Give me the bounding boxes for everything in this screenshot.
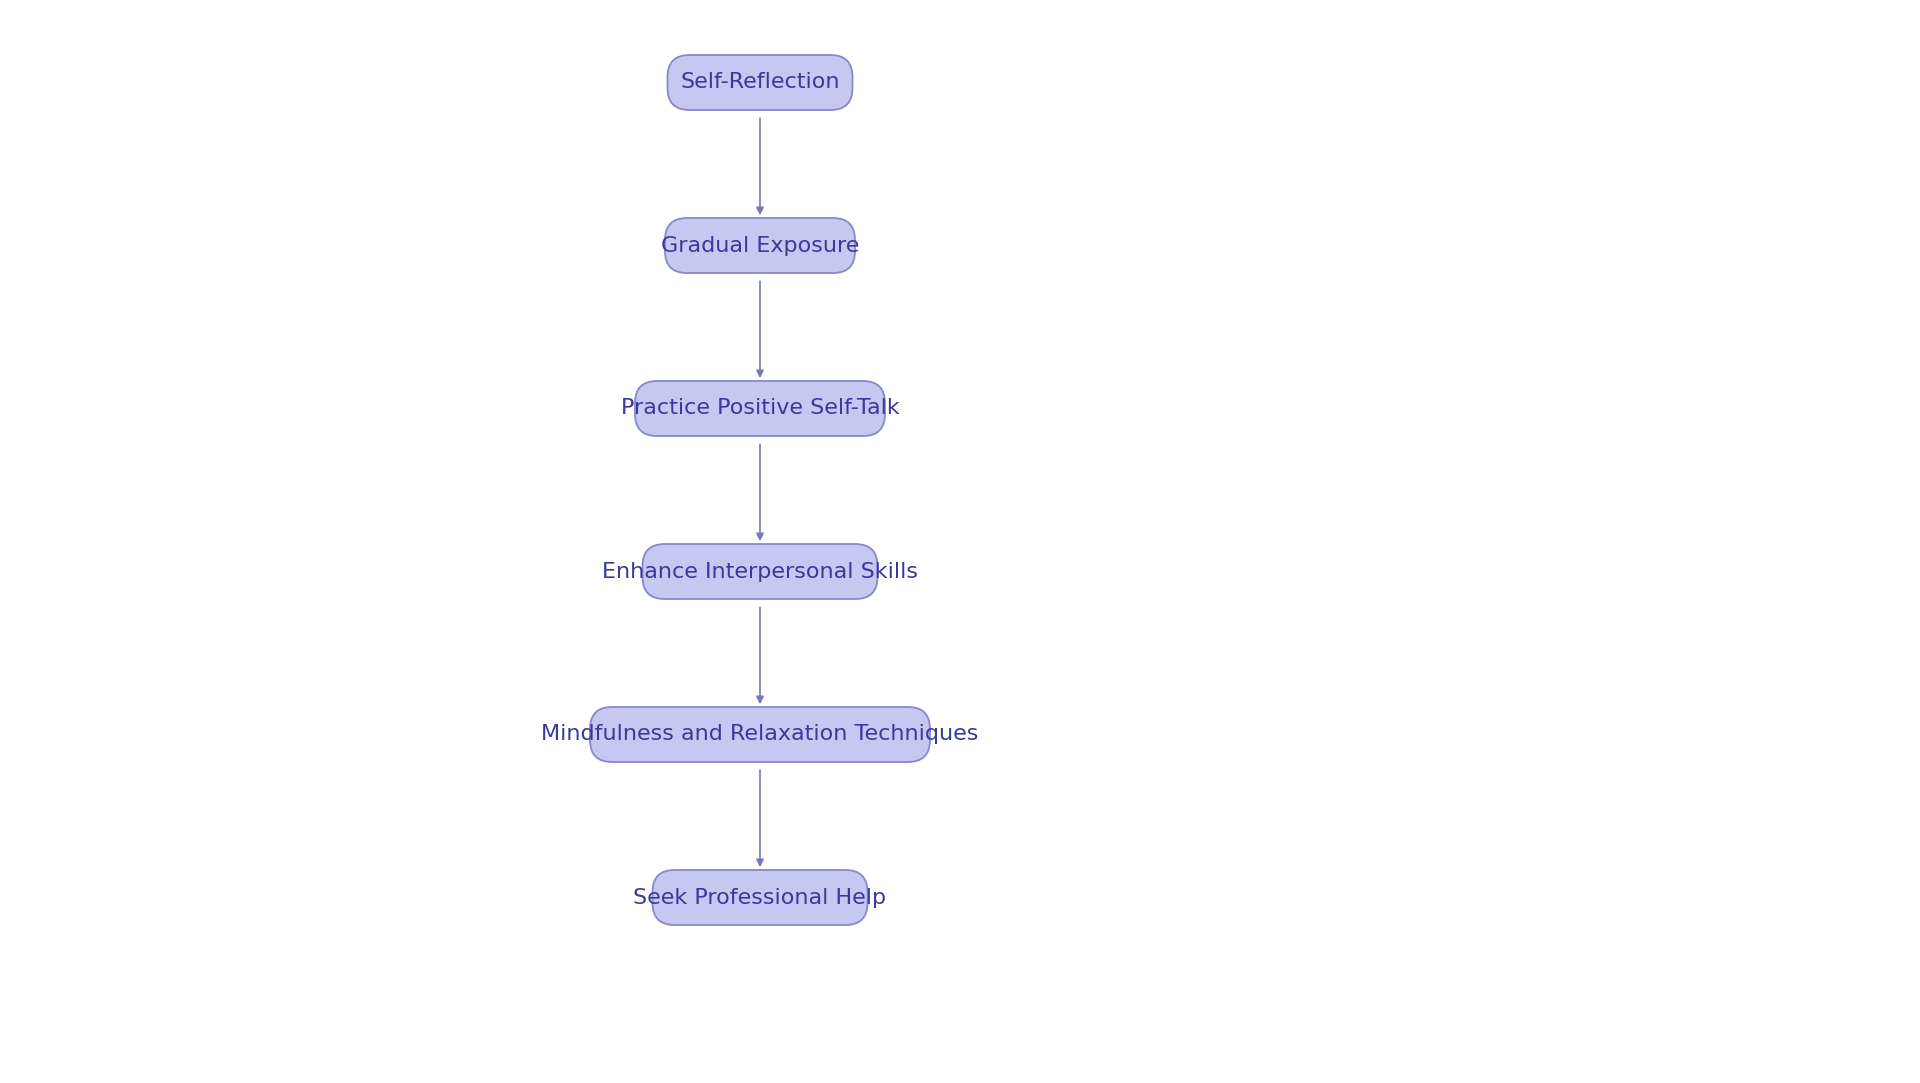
FancyBboxPatch shape bbox=[653, 870, 868, 925]
Text: Self-Reflection: Self-Reflection bbox=[680, 73, 839, 92]
FancyBboxPatch shape bbox=[636, 381, 885, 436]
Text: Gradual Exposure: Gradual Exposure bbox=[660, 235, 858, 256]
FancyBboxPatch shape bbox=[589, 707, 929, 762]
Text: Enhance Interpersonal Skills: Enhance Interpersonal Skills bbox=[603, 561, 918, 582]
Text: Practice Positive Self-Talk: Practice Positive Self-Talk bbox=[620, 399, 899, 418]
Text: Seek Professional Help: Seek Professional Help bbox=[634, 887, 887, 908]
FancyBboxPatch shape bbox=[664, 218, 854, 273]
Text: Mindfulness and Relaxation Techniques: Mindfulness and Relaxation Techniques bbox=[541, 725, 979, 744]
FancyBboxPatch shape bbox=[668, 55, 852, 110]
FancyBboxPatch shape bbox=[643, 544, 877, 599]
